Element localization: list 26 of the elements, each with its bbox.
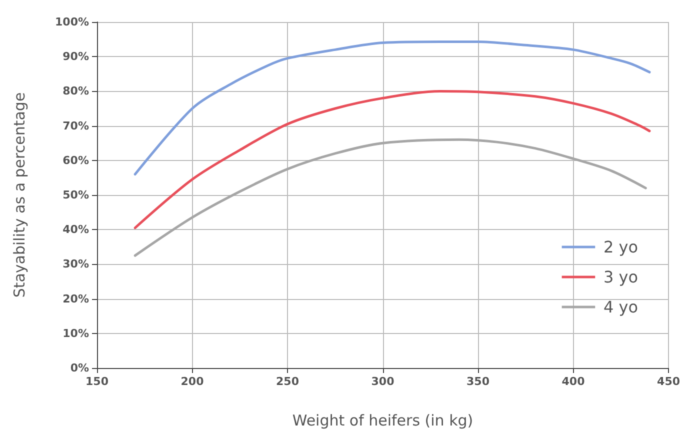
legend-label: 4 yo xyxy=(603,298,638,316)
x-axis-title: Weight of heifers (in kg) xyxy=(292,412,474,430)
y-tick-label: 70% xyxy=(62,119,89,132)
x-tick-label: 150 xyxy=(86,375,109,388)
line-series xyxy=(134,138,647,257)
y-tick-label: 10% xyxy=(62,326,89,340)
x-tick-label: 300 xyxy=(371,375,395,388)
y-tick-label: 80% xyxy=(62,84,89,98)
x-tick-label: 200 xyxy=(180,375,204,388)
x-tick-label: 400 xyxy=(562,375,586,388)
y-axis-title: Stayability as a percentage xyxy=(10,92,28,298)
y-tick-label: 30% xyxy=(62,258,89,271)
y-tick-label: 0% xyxy=(70,362,89,374)
y-tick-label: 60% xyxy=(62,154,89,167)
x-tick-label: 350 xyxy=(466,375,490,388)
x-tick-label: 250 xyxy=(276,375,300,388)
y-tick-label: 40% xyxy=(62,223,89,236)
legend-label: 2 yo xyxy=(603,238,638,256)
y-tick-label: 20% xyxy=(62,292,89,306)
y-tick-label: 50% xyxy=(62,188,89,202)
line-series xyxy=(134,40,651,176)
y-tick-label: 90% xyxy=(62,50,89,64)
y-tick-label: 100% xyxy=(55,16,89,28)
line-series xyxy=(134,90,651,230)
x-tick-label: 450 xyxy=(657,375,680,388)
legend-label: 3 yo xyxy=(603,268,638,286)
